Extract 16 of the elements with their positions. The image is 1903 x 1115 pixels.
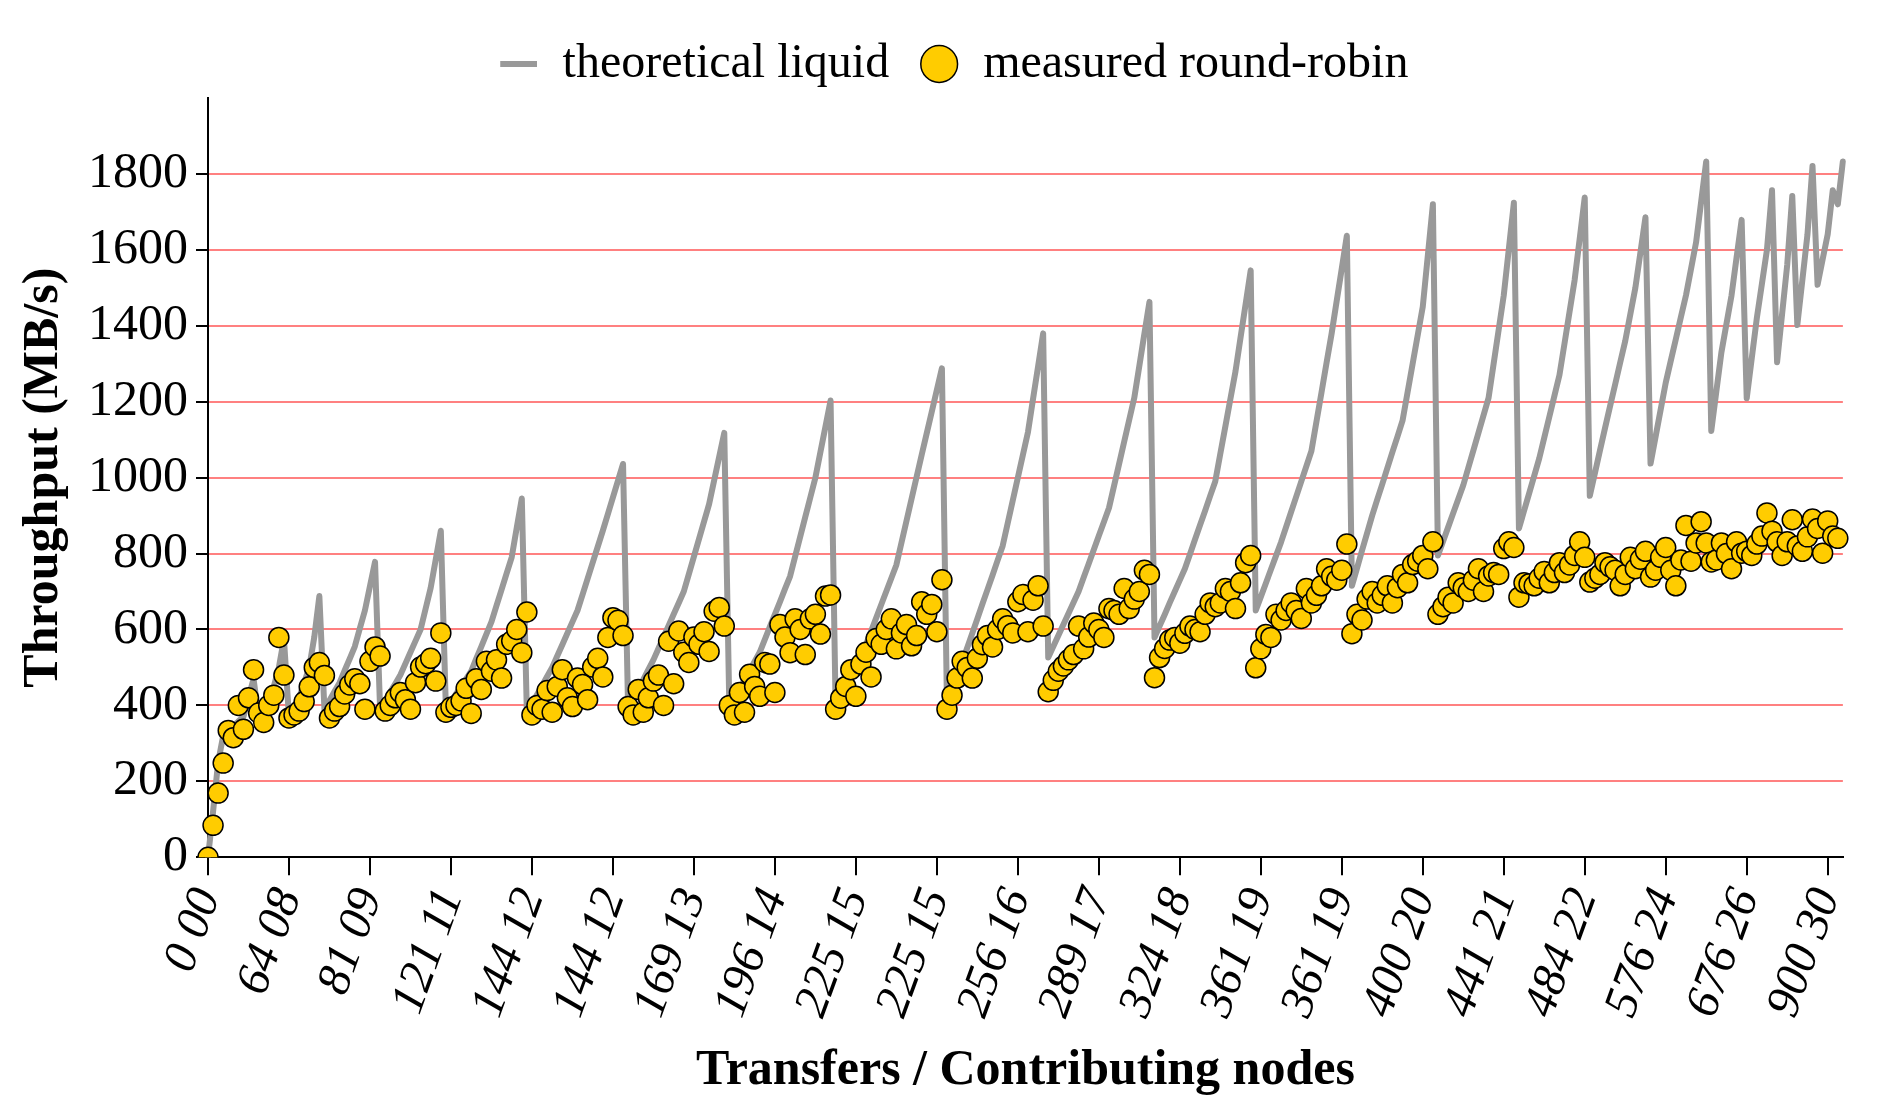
- y-tick-label: 200: [113, 749, 188, 806]
- legend-label: theoretical liquid: [562, 33, 890, 87]
- x-axis-title: Transfers / Contributing nodes: [696, 1038, 1355, 1095]
- y-tick-label: 400: [113, 673, 188, 730]
- y-tick-label: 1800: [88, 142, 188, 199]
- y-tick-label: 1000: [88, 445, 188, 502]
- x-tick-label: 196 14: [701, 880, 797, 1023]
- y-tick-label: 1400: [88, 293, 188, 350]
- x-tick-label: 900 30: [1754, 880, 1849, 1023]
- y-tick-label: 800: [113, 521, 188, 578]
- y-tick-label: 1600: [88, 217, 188, 274]
- legend-label: measured round-robin: [983, 33, 1409, 87]
- y-tick-label: 1200: [88, 369, 188, 426]
- y-tick-label: 600: [113, 597, 188, 654]
- y-tick-label: 0: [163, 825, 188, 882]
- y-axis-title: Throughput (MB/s): [11, 267, 68, 688]
